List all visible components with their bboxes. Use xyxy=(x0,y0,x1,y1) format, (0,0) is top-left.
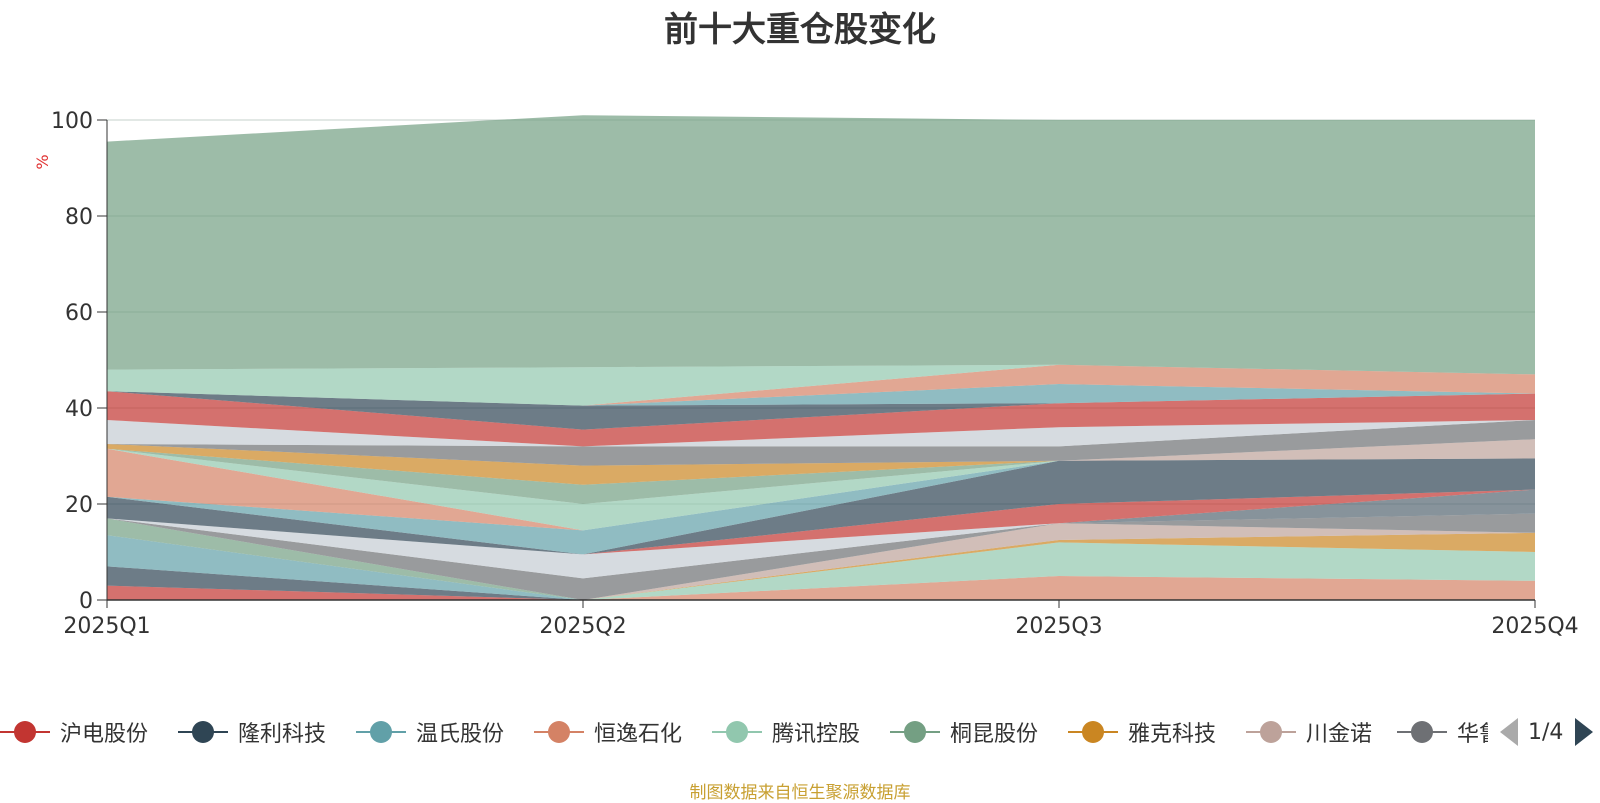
legend-item[interactable]: 温氏股份 xyxy=(356,712,504,752)
series-area-13 xyxy=(107,458,1535,555)
legend: 沪电股份 隆利科技 温氏股份 恒逸石化 腾讯控股 桐昆股份 雅克科技 川金诺 华鲁恒升 xyxy=(0,712,1488,752)
legend-item[interactable]: 华鲁恒升 xyxy=(1397,712,1488,752)
legend-pager: 1/4 xyxy=(1500,712,1600,752)
series-area-22 xyxy=(107,391,1535,430)
series-area-15 xyxy=(107,448,1535,531)
x-tick-label-0: 2025Q1 xyxy=(63,614,150,639)
series-area-8 xyxy=(107,513,1535,600)
legend-item[interactable]: 桐昆股份 xyxy=(890,712,1038,752)
legend-item[interactable]: 隆利科技 xyxy=(178,712,326,752)
x-tick-label-1: 2025Q2 xyxy=(539,614,626,639)
legend-label: 腾讯控股 xyxy=(772,722,861,747)
series-area-18 xyxy=(107,439,1535,466)
legend-marker-icon xyxy=(178,712,228,752)
legend-marker-icon xyxy=(1397,712,1447,752)
legend-label: 温氏股份 xyxy=(416,722,505,747)
chart-title: 前十大重仓股变化 xyxy=(664,10,936,50)
series-area-19 xyxy=(107,420,1535,466)
y-tick-label-2: 40 xyxy=(65,397,93,422)
series-area-12 xyxy=(107,458,1535,555)
legend-item[interactable]: 雅克科技 xyxy=(1068,712,1216,752)
legend-label: 桐昆股份 xyxy=(950,722,1039,747)
y-tick-label-3: 60 xyxy=(65,301,93,326)
series-area-10 xyxy=(107,489,1535,579)
x-tick-label-3: 2025Q4 xyxy=(1491,614,1578,639)
x-tick-label-2: 2025Q3 xyxy=(1015,614,1102,639)
legend-marker-icon xyxy=(712,712,762,752)
legend-prev-page-icon[interactable] xyxy=(1500,718,1518,746)
series-area-20 xyxy=(107,420,1535,447)
series-area-16 xyxy=(107,448,1535,504)
y-axis-label: % xyxy=(33,154,52,169)
series-area-11 xyxy=(107,489,1535,555)
series-area-25 xyxy=(107,364,1535,406)
legend-marker-icon xyxy=(356,712,406,752)
series-areas xyxy=(107,115,1535,600)
legend-label: 沪电股份 xyxy=(60,722,149,747)
legend-page-indicator: 1/4 xyxy=(1528,719,1564,745)
series-area-23 xyxy=(107,384,1535,406)
legend-marker-icon xyxy=(890,712,940,752)
legend-label: 华鲁恒升 xyxy=(1457,722,1488,747)
legend-item[interactable]: 腾讯控股 xyxy=(712,712,860,752)
y-tick-label-5: 100 xyxy=(51,109,93,134)
legend-next-page-icon[interactable] xyxy=(1575,718,1594,746)
series-area-3 xyxy=(107,535,1535,600)
y-tick-label-0: 0 xyxy=(79,589,93,614)
source-note: 制图数据来自恒生聚源数据库 xyxy=(689,783,911,803)
legend-label: 雅克科技 xyxy=(1128,722,1217,747)
series-area-21 xyxy=(107,391,1535,447)
legend-item[interactable]: 恒逸石化 xyxy=(534,712,682,752)
series-area-17 xyxy=(107,444,1535,485)
legend-marker-icon xyxy=(534,712,584,752)
legend-label: 恒逸石化 xyxy=(594,722,683,747)
series-area-0 xyxy=(107,585,1535,600)
legend-marker-icon xyxy=(1246,712,1296,752)
y-tick-label-1: 20 xyxy=(65,493,93,518)
series-area-24 xyxy=(107,364,1535,406)
y-tick-label-4: 80 xyxy=(65,205,93,230)
axes: 0 20 40 60 80 100 2025Q1 2025Q2 2025Q3 2025Q4 xyxy=(51,109,1579,639)
legend-item[interactable]: 沪电股份 xyxy=(0,712,148,752)
series-area-4 xyxy=(107,535,1535,600)
legend-item[interactable]: 川金诺 xyxy=(1246,712,1372,752)
series-area-26 xyxy=(107,115,1535,375)
series-area-6 xyxy=(107,518,1535,600)
legend-label: 隆利科技 xyxy=(238,722,327,747)
legend-marker-icon xyxy=(1068,712,1118,752)
legend-marker-icon xyxy=(0,712,50,752)
legend-label: 川金诺 xyxy=(1306,722,1373,747)
